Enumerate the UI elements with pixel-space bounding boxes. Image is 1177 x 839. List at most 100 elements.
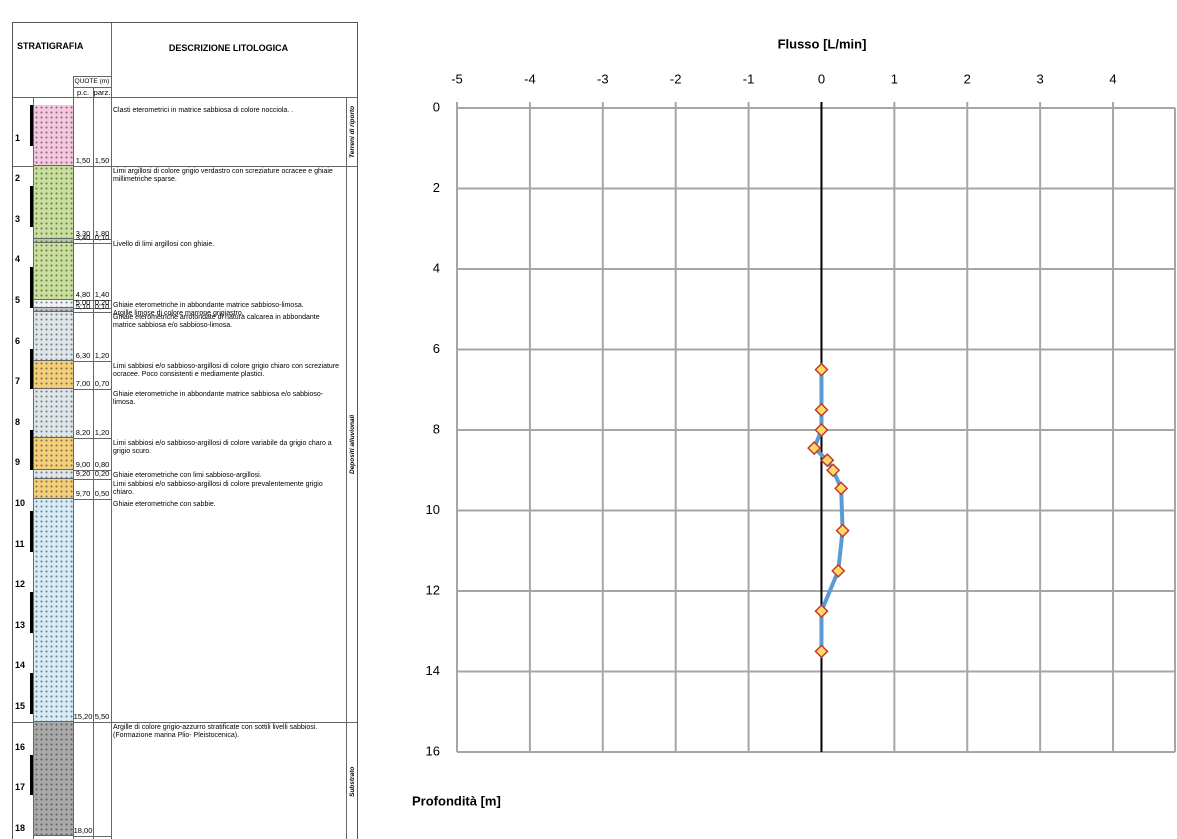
depth-mark: 4 [15, 254, 21, 265]
description: Limi sabbiosi e/o sabbioso-argillosi di … [113, 362, 340, 378]
layer [34, 299, 73, 308]
depth-bar [30, 186, 33, 227]
stratigraphy-log: STRATIGRAFIA DESCRIZIONE LITOLOGICA QUOT… [12, 22, 358, 839]
y-tick-label: 16 [426, 743, 440, 758]
quote-line [73, 478, 111, 480]
y-tick-label: 14 [426, 663, 440, 678]
chart-title: Flusso [L/min] [778, 36, 867, 51]
depth-bar [30, 429, 33, 471]
quote-parz: 1,20 [94, 427, 110, 437]
header: DESCRIZIONE LITOLOGICA [168, 43, 289, 53]
column-line [111, 23, 112, 839]
y-tick-label: 6 [433, 341, 440, 356]
description: Limi argillosi di colore grigio verdastr… [113, 167, 333, 183]
quote-parz: 5,50 [94, 712, 110, 722]
quote-line [73, 243, 111, 245]
quote-pc: 15,20 [73, 712, 93, 722]
quote-pc: 6,30 [75, 350, 91, 360]
description: Limi sabbiosi e/o sabbioso-argillosi di … [113, 439, 332, 455]
depth-mark: 5 [15, 295, 21, 305]
quote-pc: 4,80 [75, 289, 91, 299]
group-label: Terreni di riporto [349, 105, 356, 159]
quote-pc: 7,00 [75, 379, 91, 389]
quote-parz: 1,50 [94, 155, 110, 165]
group-label: Depositi alluvionali [349, 414, 356, 475]
group-label: Substrato [349, 766, 356, 797]
point-marker [820, 453, 835, 468]
quote-parz: 0,20 [94, 468, 110, 478]
layer [34, 243, 73, 300]
depth-mark: 10 [15, 498, 26, 508]
layer [34, 165, 73, 239]
depth-mark: 8 [15, 416, 21, 427]
depth-bar [30, 348, 33, 390]
x-tick-label: 4 [1109, 71, 1116, 86]
layer [34, 308, 73, 313]
x-tick-label: 1 [891, 71, 898, 86]
quote-line [73, 165, 111, 167]
depth-bar [30, 511, 33, 552]
x-tick-label: -1 [743, 71, 755, 86]
y-tick-label: 4 [433, 260, 440, 275]
depth-mark: 14 [15, 660, 26, 671]
quote-line [73, 498, 111, 500]
description: Clasti eterometrici in matrice sabbiosa … [113, 107, 294, 114]
quote-line [73, 308, 111, 309]
quote-line [73, 835, 111, 837]
quote-parz: 0,70 [94, 379, 110, 389]
quote-pc: 9,20 [75, 468, 91, 478]
quote-line [73, 389, 111, 391]
row-line [13, 97, 357, 98]
row-line [73, 87, 111, 88]
quote-parz: 0,10 [94, 233, 110, 243]
description: Limi sabbiosi e/o sabbioso-argillosi di … [113, 480, 323, 496]
x-tick-label: 0 [818, 71, 825, 86]
quote-parz: 0,10 [94, 302, 110, 312]
depth-bar [30, 105, 33, 146]
quote-line [73, 299, 111, 301]
layer [34, 478, 73, 499]
description: Ghiaie eterometriche in abbondante matri… [113, 301, 304, 309]
depth-mark: 1 [15, 132, 21, 143]
quote-parz: 1,20 [94, 350, 110, 360]
row-line [73, 76, 111, 77]
quote-parz: 0,20 [94, 298, 110, 307]
x-tick-label: -3 [597, 71, 609, 86]
description: Ghiaie eterometriche in abbondante matri… [113, 391, 324, 407]
depth-mark: 7 [15, 376, 21, 387]
depth-mark: 18 [15, 822, 26, 833]
depth-mark: 3 [15, 213, 21, 224]
depth-mark: 6 [15, 335, 21, 346]
header: p.c. [76, 88, 90, 97]
quote-parz: 1,80 [94, 228, 110, 238]
quote-pc: 9,70 [75, 488, 91, 498]
x-tick-label: 3 [1037, 71, 1044, 86]
quote-pc: 18,00 [73, 825, 93, 835]
description: Ghiaie eterometriche arrotondate di natu… [113, 314, 320, 330]
depth-bar [30, 754, 33, 796]
quote-pc: 8,20 [75, 427, 91, 437]
description: Argille di colore grigio-azzurro stratif… [113, 724, 318, 740]
depth-mark: 13 [15, 619, 26, 630]
y-tick-label: 0 [433, 99, 440, 114]
description: Ghiaie eterometriche con sabbie. [113, 500, 216, 508]
y-tick-label: 2 [433, 180, 440, 195]
row-line [13, 722, 357, 723]
depth-mark: 17 [15, 782, 26, 793]
quote-pc: 5,10 [75, 302, 91, 312]
layer [34, 360, 73, 390]
depth-mark: 16 [15, 741, 26, 752]
layer [34, 470, 73, 479]
depth-bar [30, 673, 33, 714]
layer [34, 312, 73, 361]
quote-pc: 1,50 [75, 155, 91, 165]
quote-parz: 0,80 [94, 460, 110, 470]
point-marker [814, 422, 829, 438]
layer [34, 498, 73, 723]
depth-bar [30, 592, 33, 633]
layer [34, 437, 73, 471]
y-tick-label: 8 [433, 421, 440, 436]
quote-pc: 9,00 [75, 460, 91, 470]
